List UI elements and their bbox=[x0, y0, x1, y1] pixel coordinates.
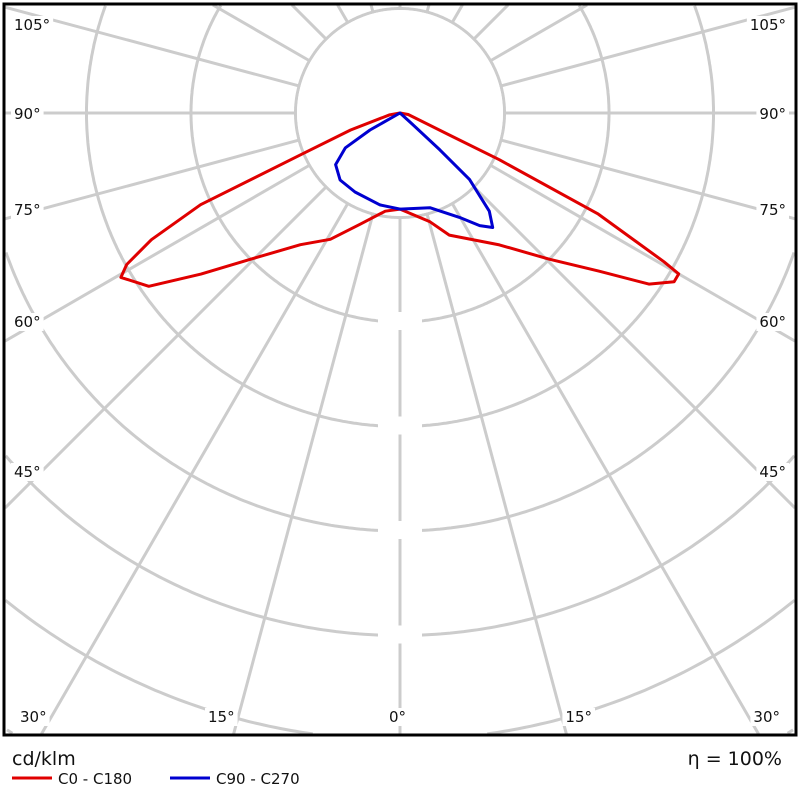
ring-label-gap bbox=[378, 312, 422, 330]
angle-label: 15° bbox=[208, 708, 235, 726]
angle-label-bg bbox=[11, 201, 44, 219]
grid-spoke bbox=[336, 5, 350, 24]
angle-label: 30° bbox=[20, 708, 47, 726]
angle-label: 90° bbox=[759, 105, 786, 123]
grid-spoke bbox=[232, 213, 375, 734]
grid-spoke bbox=[369, 5, 375, 13]
efficiency-label: η = 100% bbox=[688, 748, 782, 770]
series-curve-0 bbox=[119, 111, 681, 288]
grid-ring bbox=[189, 5, 611, 324]
angle-label-bg bbox=[386, 708, 410, 726]
angle-label: 105° bbox=[750, 16, 786, 34]
grid-spoke bbox=[40, 202, 350, 734]
angle-label: 0° bbox=[389, 708, 406, 726]
angle-label: 75° bbox=[759, 201, 786, 219]
grid-spoke bbox=[5, 5, 300, 88]
grid-spoke bbox=[489, 5, 588, 63]
angle-label-bg bbox=[756, 105, 789, 123]
grid-ring bbox=[5, 599, 795, 734]
angle-label: 30° bbox=[753, 708, 780, 726]
angle-label-bg bbox=[750, 708, 783, 726]
angle-label-bg bbox=[11, 16, 54, 34]
grid-spoke bbox=[5, 185, 328, 510]
series-curve-1 bbox=[334, 111, 495, 229]
angle-label: 60° bbox=[14, 313, 41, 331]
grid-spoke bbox=[489, 163, 795, 343]
legend-label-c90-c270: C90 - C270 bbox=[216, 770, 300, 788]
curves bbox=[119, 111, 681, 288]
grid-spoke bbox=[500, 5, 795, 88]
angle-label: 15° bbox=[565, 708, 592, 726]
grid-spoke bbox=[472, 185, 795, 510]
angle-label-bg bbox=[756, 313, 789, 331]
angle-label: 60° bbox=[759, 313, 786, 331]
unit-label: cd/klm bbox=[12, 748, 76, 770]
grid-spoke bbox=[450, 5, 464, 24]
grid-ring bbox=[6, 728, 794, 734]
angle-label-bg bbox=[11, 463, 44, 481]
grid-spoke bbox=[425, 213, 568, 734]
angle-labels: 105° 90° 75° 60° 45° 30° 15° 0° 105° 90° 75° 60° 45°… bbox=[11, 16, 789, 726]
chart-frame bbox=[2, 2, 798, 737]
grid-spoke bbox=[290, 5, 328, 41]
angle-label-bg bbox=[746, 16, 789, 34]
angle-label: 45° bbox=[14, 463, 41, 481]
angle-label: 45° bbox=[759, 463, 786, 481]
angle-label-bg bbox=[205, 708, 238, 726]
grid-spoke bbox=[450, 202, 760, 734]
angle-label-bg bbox=[11, 313, 44, 331]
ring-label-gap bbox=[378, 416, 422, 435]
angle-label-bg bbox=[17, 708, 50, 726]
ring-label-gap bbox=[378, 625, 422, 644]
angle-label: 75° bbox=[14, 201, 41, 219]
grid-ring bbox=[5, 454, 795, 637]
angle-label-bg bbox=[562, 708, 595, 726]
angle-label-bg bbox=[756, 201, 789, 219]
angle-label-bg bbox=[756, 463, 789, 481]
grid-spoke bbox=[5, 163, 311, 343]
angle-label-bg bbox=[11, 105, 44, 123]
legend-label-c0-c180: C0 - C180 bbox=[58, 770, 132, 788]
grid-spoke bbox=[425, 5, 431, 13]
grid-ring bbox=[85, 5, 715, 428]
grid-spoke bbox=[500, 138, 795, 221]
grid-spoke bbox=[5, 138, 300, 221]
ring-label-gaps bbox=[378, 312, 422, 644]
angle-label: 90° bbox=[14, 105, 41, 123]
angle-label: 105° bbox=[14, 16, 50, 34]
ring-label-gap bbox=[378, 521, 422, 539]
grid-spoke bbox=[472, 5, 510, 41]
grid-spoke bbox=[212, 5, 311, 63]
